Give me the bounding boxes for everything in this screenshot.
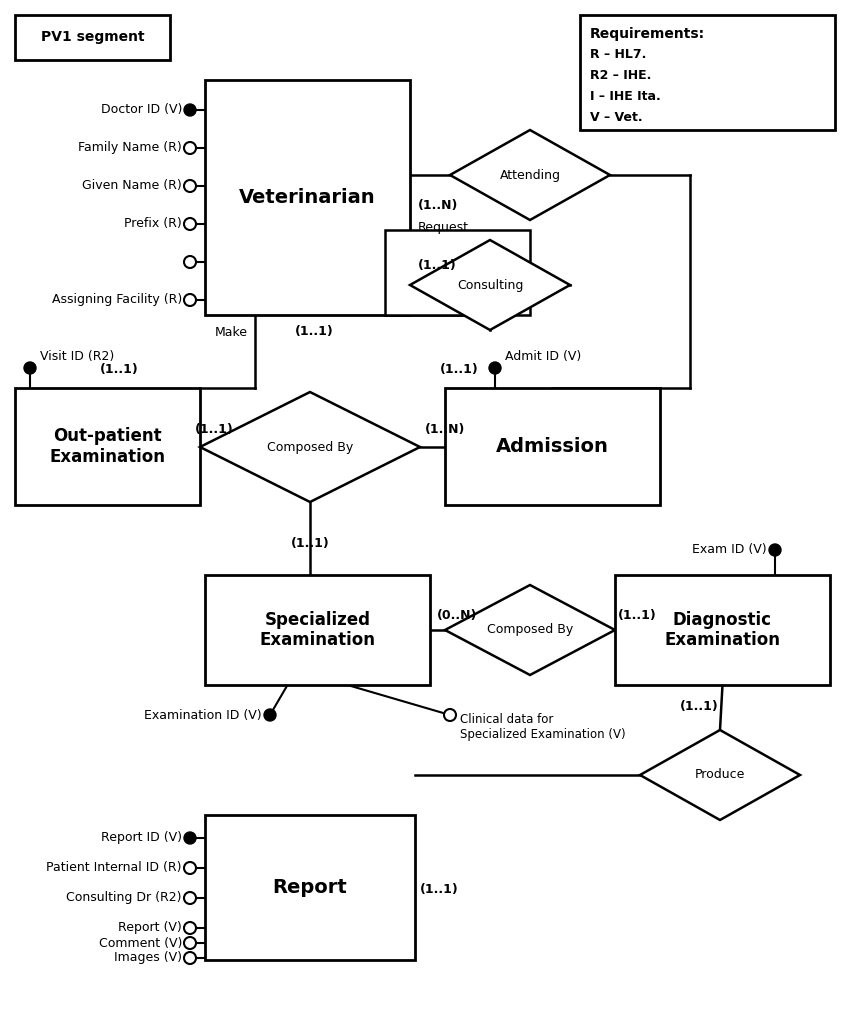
Text: PV1 segment: PV1 segment <box>41 31 144 44</box>
Circle shape <box>444 709 456 721</box>
Text: Family Name (R): Family Name (R) <box>78 142 182 154</box>
Circle shape <box>489 362 501 374</box>
Text: (1..1): (1..1) <box>291 537 329 550</box>
Circle shape <box>184 104 196 116</box>
Circle shape <box>184 294 196 306</box>
Text: Admission: Admission <box>496 438 609 456</box>
Text: (1..N): (1..N) <box>425 423 465 436</box>
Text: I – IHE Ita.: I – IHE Ita. <box>590 89 660 103</box>
Polygon shape <box>445 585 615 675</box>
Text: Specialized
Examination: Specialized Examination <box>259 611 376 649</box>
Text: Comment (V): Comment (V) <box>99 937 182 950</box>
Circle shape <box>769 544 781 556</box>
Text: Assigning Facility (R): Assigning Facility (R) <box>52 294 182 306</box>
Polygon shape <box>640 730 800 820</box>
Text: Produce: Produce <box>694 768 745 782</box>
Circle shape <box>184 256 196 268</box>
Text: Exam ID (V): Exam ID (V) <box>693 543 767 557</box>
Text: (1..1): (1..1) <box>618 609 657 621</box>
Text: Report ID (V): Report ID (V) <box>101 832 182 844</box>
Text: Make: Make <box>215 326 248 339</box>
Circle shape <box>184 142 196 154</box>
Text: Composed By: Composed By <box>487 623 573 637</box>
Text: Clinical data for
Specialized Examination (V): Clinical data for Specialized Examinatio… <box>460 713 626 741</box>
FancyBboxPatch shape <box>580 15 835 130</box>
Text: Doctor ID (V): Doctor ID (V) <box>100 104 182 116</box>
Text: Out-patient
Examination: Out-patient Examination <box>49 427 166 466</box>
Text: Images (V): Images (V) <box>114 951 182 964</box>
Circle shape <box>264 709 276 721</box>
Text: Report (V): Report (V) <box>118 921 182 935</box>
FancyBboxPatch shape <box>205 815 415 960</box>
Text: (1..1): (1..1) <box>418 259 456 271</box>
Text: (1..1): (1..1) <box>440 364 479 377</box>
Circle shape <box>184 922 196 934</box>
Polygon shape <box>410 240 570 330</box>
Text: (1..N): (1..N) <box>418 198 458 212</box>
Circle shape <box>24 362 36 374</box>
Text: Composed By: Composed By <box>267 441 353 454</box>
Text: R2 – IHE.: R2 – IHE. <box>590 69 651 82</box>
Text: (1..1): (1..1) <box>195 423 234 436</box>
Text: V – Vet.: V – Vet. <box>590 111 643 123</box>
Circle shape <box>184 937 196 949</box>
FancyBboxPatch shape <box>205 80 410 315</box>
Text: Request: Request <box>418 222 469 234</box>
FancyBboxPatch shape <box>445 388 660 505</box>
Circle shape <box>184 218 196 230</box>
FancyBboxPatch shape <box>615 575 830 685</box>
Text: Veterinarian: Veterinarian <box>239 188 376 207</box>
FancyBboxPatch shape <box>385 230 530 315</box>
Text: Consulting Dr (R2): Consulting Dr (R2) <box>66 891 182 905</box>
FancyBboxPatch shape <box>205 575 430 685</box>
Circle shape <box>184 892 196 904</box>
Polygon shape <box>450 130 610 220</box>
Text: Requirements:: Requirements: <box>590 27 706 41</box>
Text: Visit ID (R2): Visit ID (R2) <box>40 350 114 363</box>
Text: Patient Internal ID (R): Patient Internal ID (R) <box>47 862 182 875</box>
Text: (0..N): (0..N) <box>437 609 478 621</box>
Text: Examination ID (V): Examination ID (V) <box>144 709 262 722</box>
Text: R – HL7.: R – HL7. <box>590 48 646 61</box>
Text: Given Name (R): Given Name (R) <box>82 180 182 192</box>
Circle shape <box>184 180 196 192</box>
FancyBboxPatch shape <box>15 388 200 505</box>
FancyBboxPatch shape <box>15 15 170 60</box>
Circle shape <box>184 832 196 844</box>
Text: Admit ID (V): Admit ID (V) <box>505 350 581 363</box>
Text: (1..1): (1..1) <box>420 883 459 897</box>
Text: (1..1): (1..1) <box>295 326 334 339</box>
Polygon shape <box>200 392 420 502</box>
Circle shape <box>184 862 196 874</box>
Text: Prefix (R): Prefix (R) <box>124 218 182 230</box>
Text: Diagnostic
Examination: Diagnostic Examination <box>665 611 780 649</box>
Text: (1..1): (1..1) <box>100 364 139 377</box>
Text: (1..1): (1..1) <box>680 700 719 713</box>
Text: Consulting: Consulting <box>456 278 524 292</box>
Text: Attending: Attending <box>500 168 560 182</box>
Circle shape <box>184 952 196 964</box>
Text: Report: Report <box>273 878 348 897</box>
